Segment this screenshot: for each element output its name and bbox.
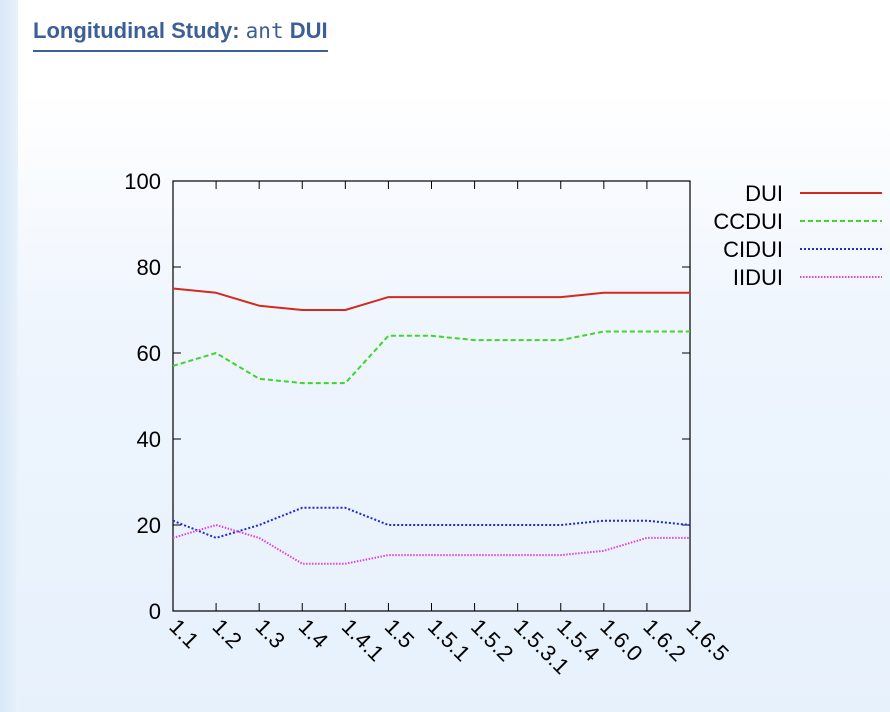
x-tick-label: 1.1 xyxy=(164,614,203,653)
y-tick-label: 60 xyxy=(137,341,161,366)
x-tick-label: 1.4.1 xyxy=(337,614,389,666)
x-tick-label: 1.4 xyxy=(294,614,333,653)
series-line-iidui xyxy=(172,524,690,565)
y-tick-label: 80 xyxy=(137,255,161,280)
y-tick-label: 40 xyxy=(137,427,161,452)
x-tick-label: 1.5.1 xyxy=(423,614,475,666)
x-tick-label: 1.6.0 xyxy=(595,614,647,666)
series-line-cidui xyxy=(172,506,691,539)
left-strip xyxy=(0,0,18,712)
page-title: Longitudinal Study: ant DUI xyxy=(33,18,328,52)
series-line-dui xyxy=(172,287,690,311)
x-tick-label: 1.2 xyxy=(208,614,247,653)
legend-label: DUI xyxy=(745,181,783,206)
title-code: ant xyxy=(245,19,284,43)
y-tick-label: 100 xyxy=(124,169,161,194)
title-prefix: Longitudinal Study: xyxy=(33,18,240,43)
content-panel xyxy=(18,0,890,712)
x-tick-label: 1.6.5 xyxy=(681,614,733,666)
y-tick-label: 20 xyxy=(137,513,161,538)
y-tick-label: 0 xyxy=(149,599,161,624)
title-suffix: DUI xyxy=(289,18,328,43)
legend-label: IIDUI xyxy=(733,265,783,290)
legend-label: CCDUI xyxy=(713,209,783,234)
plot-frame xyxy=(172,180,691,612)
x-tick-label: 1.3 xyxy=(251,614,290,653)
x-tick-label: 1.6.2 xyxy=(638,614,690,666)
legend-label: CIDUI xyxy=(723,237,783,262)
x-tick-label: 1.5.2 xyxy=(466,614,518,666)
series-line-ccdui xyxy=(172,330,690,385)
